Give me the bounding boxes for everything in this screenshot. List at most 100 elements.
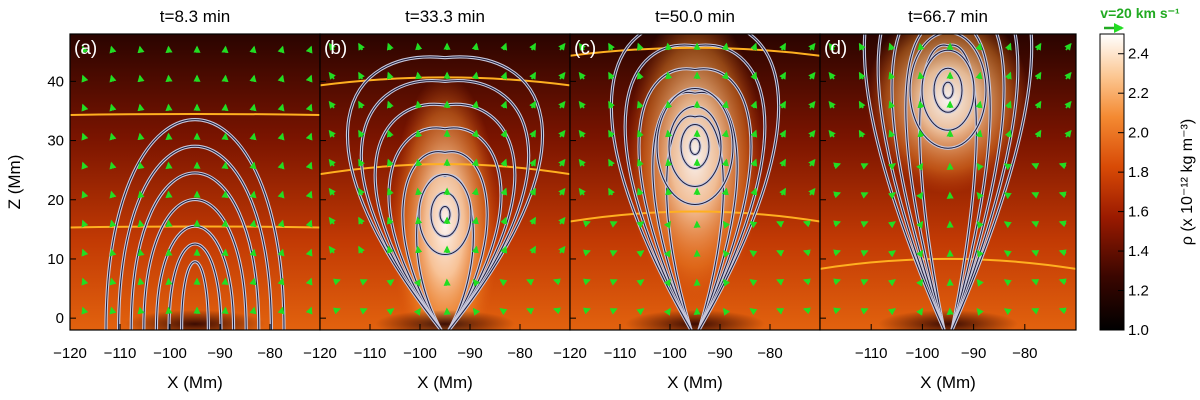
flux-rope-loop-core <box>656 87 734 205</box>
velocity-arrow <box>1064 129 1072 138</box>
velocity-arrow <box>1031 308 1040 315</box>
velocity-arrow <box>749 221 758 229</box>
velocity-arrow <box>582 307 591 315</box>
velocity-arrow <box>109 161 117 170</box>
velocity-arrow <box>1004 100 1012 109</box>
velocity-arrow <box>749 250 758 258</box>
panel-letter: (a) <box>74 38 97 59</box>
velocity-arrow <box>558 42 566 51</box>
velocity-arrow <box>328 216 336 225</box>
velocity-arrow <box>529 187 536 196</box>
field-line-core <box>666 115 724 330</box>
velocity-arrow <box>608 129 615 138</box>
velocity-arrow <box>81 161 89 170</box>
colorbar-tick-label: 2.2 <box>1128 85 1149 102</box>
velocity-arrow <box>305 74 313 83</box>
colorbar-ticks: 1.0 1.2 1.4 1.6 1.8 2.0 2.2 2.4 <box>1118 46 1149 339</box>
velocity-arrow <box>81 103 89 112</box>
velocity-arrow <box>249 306 257 315</box>
panel-1: (a) t=8.3 min −120 −110 −100 −90 −80 X (Mm) 0 10 2… <box>47 7 321 392</box>
flux-rope-loop-core <box>909 34 987 149</box>
velocity-arrow <box>1064 71 1072 80</box>
velocity-arrow <box>81 248 89 257</box>
velocity-arrow <box>665 129 673 138</box>
velocity-arrow <box>1031 279 1040 286</box>
velocity-arrow <box>1003 192 1012 200</box>
velocity-arrow <box>808 100 816 109</box>
velocity-arrow <box>500 100 508 109</box>
velocity-arrow <box>860 221 869 228</box>
velocity-arrow <box>526 308 535 315</box>
velocity-arrow <box>558 158 566 167</box>
velocity-arrow <box>833 307 842 315</box>
velocity-arrow <box>1058 249 1067 257</box>
velocity-arrow <box>500 187 508 196</box>
velocity-arrow <box>975 71 983 80</box>
velocity-arrow <box>917 42 925 51</box>
x-tick-label: −100 <box>906 345 940 362</box>
velocity-arrow <box>277 190 285 199</box>
velocity-arrow <box>609 279 618 286</box>
x-tick-label: −100 <box>153 345 187 362</box>
colorbar-tick-label: 1.8 <box>1128 164 1149 181</box>
velocity-arrow <box>1004 129 1012 138</box>
velocity-arrow <box>779 71 786 80</box>
velocity-arrow <box>277 45 285 54</box>
velocity-arrow <box>277 248 285 257</box>
velocity-arrow <box>608 42 615 51</box>
velocity-arrow <box>976 162 984 171</box>
velocity-arrow <box>109 219 117 228</box>
velocity-arrow <box>722 220 731 229</box>
velocity-arrow <box>750 129 758 138</box>
velocity-arrow <box>916 307 924 316</box>
velocity-arrow <box>828 100 836 109</box>
velocity-arrow <box>249 103 257 112</box>
velocity-arrow <box>358 245 365 254</box>
velocity-arrow <box>636 100 644 109</box>
velocity-arrow <box>358 100 365 109</box>
velocity-arrow <box>860 279 869 286</box>
x-axis-label: X (Mm) <box>167 373 223 392</box>
density-contour <box>570 210 820 223</box>
velocity-arrow <box>578 42 586 51</box>
velocity-arrow <box>332 278 341 286</box>
velocity-arrow <box>636 279 645 287</box>
velocity-arrow <box>582 278 591 286</box>
velocity-arrow <box>529 129 536 138</box>
y-tick-label: 10 <box>47 251 64 268</box>
field-line-core <box>143 199 247 330</box>
velocity-arrow <box>833 162 842 170</box>
velocity-arrow <box>1058 191 1067 199</box>
velocity-arrow <box>249 161 257 170</box>
colorbar-tick-label: 1.0 <box>1128 322 1149 339</box>
velocity-arrow <box>249 219 257 228</box>
velocity-arrow <box>305 132 313 141</box>
velocity-arrow <box>332 307 341 315</box>
velocity-arrow <box>415 158 423 167</box>
field-line-core <box>118 145 272 330</box>
velocity-arrow <box>917 129 925 138</box>
velocity-arrow <box>1031 163 1040 170</box>
colorbar-tick-label: 1.6 <box>1128 204 1149 221</box>
velocity-arrow <box>779 187 786 196</box>
velocity-arrow <box>608 100 615 109</box>
velocity-arrow <box>722 278 731 287</box>
velocity-arrow <box>137 248 145 257</box>
panel-title: t=33.3 min <box>405 7 485 26</box>
velocity-arrow <box>277 277 285 286</box>
velocity-arrow <box>358 216 365 225</box>
velocity-arrow <box>976 220 984 229</box>
velocity-arrow <box>328 42 336 51</box>
velocity-arrow <box>1058 162 1067 170</box>
velocity-arrow <box>916 278 924 287</box>
field-line-core <box>877 34 1019 330</box>
velocity-arrow <box>500 129 508 138</box>
velocity-arrow <box>137 277 145 286</box>
velocity-arrow <box>722 307 731 316</box>
velocity-arrow <box>358 129 365 138</box>
velocity-arrow <box>776 221 785 228</box>
colorbar-fill <box>1099 33 1125 331</box>
base-dark-region <box>375 310 515 330</box>
x-tick-label: −110 <box>604 345 637 362</box>
